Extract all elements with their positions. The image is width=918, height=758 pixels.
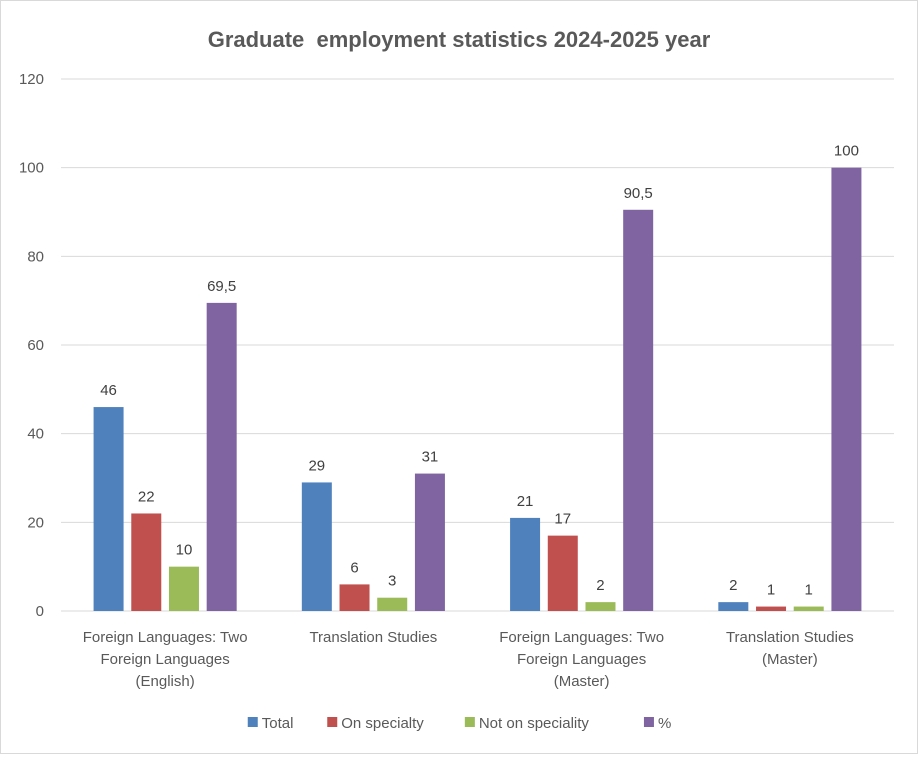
- bar-on-specialty: [756, 606, 787, 611]
- legend-swatch: [327, 717, 338, 727]
- legend-label: On specialty: [341, 715, 424, 732]
- data-label: 17: [554, 511, 571, 528]
- data-label: 46: [100, 382, 117, 399]
- legend-swatch: [643, 717, 654, 727]
- bar-total: [93, 407, 124, 611]
- bar-total: [718, 602, 749, 611]
- y-tick-label: 120: [19, 71, 44, 88]
- data-label: 31: [422, 449, 439, 466]
- x-tick-label: Foreign Languages: [100, 651, 229, 668]
- data-label: 22: [138, 488, 155, 505]
- bar--: [206, 302, 237, 611]
- bar-on-specialty: [131, 513, 162, 611]
- x-tick-label: Foreign Languages: [517, 651, 646, 668]
- x-tick-label: Translation Studies: [309, 629, 437, 646]
- data-label: 1: [805, 582, 813, 599]
- x-tick-label: Foreign Languages: Two: [83, 629, 248, 646]
- y-tick-label: 80: [27, 248, 44, 265]
- y-tick-label: 100: [19, 160, 44, 177]
- bar--: [831, 167, 862, 611]
- bar--: [623, 209, 654, 612]
- legend-label: Not on speciality: [479, 715, 590, 732]
- data-label: 1: [767, 582, 775, 599]
- data-label: 90,5: [624, 185, 653, 202]
- bar-not-on-speciality: [585, 602, 616, 611]
- data-label: 3: [388, 573, 396, 590]
- x-tick-label: (English): [136, 673, 195, 690]
- bar-on-specialty: [339, 584, 370, 611]
- data-label: 29: [308, 457, 325, 474]
- data-label: 10: [176, 542, 193, 559]
- y-tick-label: 0: [36, 603, 44, 620]
- x-tick-label: (Master): [762, 651, 818, 668]
- data-label: 2: [729, 577, 737, 594]
- legend-swatch: [247, 717, 258, 727]
- x-tick-label: Translation Studies: [726, 629, 854, 646]
- y-tick-label: 40: [27, 426, 44, 443]
- x-tick-label: Foreign Languages: Two: [499, 629, 664, 646]
- y-tick-label: 20: [27, 514, 44, 531]
- data-label: 2: [596, 577, 604, 594]
- bar-total: [510, 517, 541, 611]
- y-tick-label: 60: [27, 337, 44, 354]
- data-label: 21: [517, 493, 534, 510]
- x-tick-label: (Master): [554, 673, 610, 690]
- legend-label: %: [658, 715, 671, 732]
- bar-not-on-speciality: [168, 566, 199, 611]
- bar--: [414, 473, 445, 611]
- legend-swatch: [464, 717, 475, 727]
- bar-not-on-speciality: [377, 597, 408, 611]
- bar-not-on-speciality: [793, 606, 824, 611]
- data-label: 6: [350, 559, 358, 576]
- chart-title: Graduate employment statistics 2024-2025…: [208, 27, 711, 52]
- legend-label: Total: [262, 715, 294, 732]
- bar-on-specialty: [547, 535, 578, 611]
- data-label: 69,5: [207, 278, 236, 295]
- bar-total: [301, 482, 332, 611]
- data-label: 100: [834, 143, 859, 160]
